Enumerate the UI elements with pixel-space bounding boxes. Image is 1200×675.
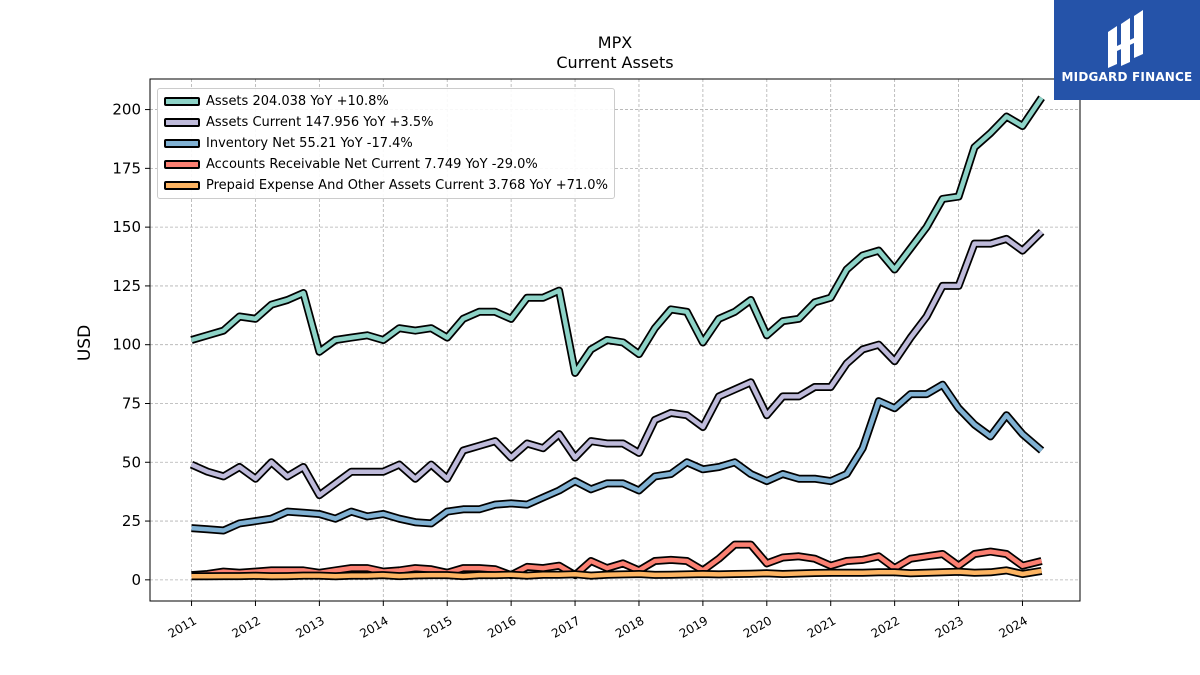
chart-subtitle: Current Assets bbox=[556, 53, 674, 72]
y-tick-label: 0 bbox=[131, 571, 141, 589]
legend-item: Accounts Receivable Net Current 7.749 Yo… bbox=[164, 154, 608, 175]
legend-item: Assets 204.038 YoY +10.8% bbox=[164, 91, 608, 112]
logo-text: MIDGARD FINANCE bbox=[1061, 70, 1193, 84]
legend-swatch bbox=[164, 139, 200, 148]
x-tick-label: 2023 bbox=[933, 613, 966, 640]
y-axis-label: USD bbox=[75, 325, 95, 361]
x-axis: 2011 2012 2013 2014 2015 2016 2017 2018 2019 2020… bbox=[166, 601, 1030, 641]
x-tick-label: 2012 bbox=[230, 613, 263, 640]
legend-item: Assets Current 147.956 YoY +3.5% bbox=[164, 112, 608, 133]
x-tick-label: 2013 bbox=[293, 613, 326, 640]
x-tick-label: 2019 bbox=[677, 613, 710, 640]
series-lines bbox=[189, 95, 1045, 581]
legend-swatch bbox=[164, 160, 200, 169]
legend-label: Assets 204.038 YoY +10.8% bbox=[206, 94, 389, 109]
x-tick-label: 2021 bbox=[805, 613, 838, 640]
x-tick-label: 2022 bbox=[869, 613, 902, 640]
x-tick-label: 2018 bbox=[613, 613, 646, 640]
x-tick-label: 2011 bbox=[166, 613, 199, 640]
legend-label: Accounts Receivable Net Current 7.749 Yo… bbox=[206, 157, 538, 172]
legend-label: Inventory Net 55.21 YoY -17.4% bbox=[206, 136, 413, 151]
y-tick-label: 150 bbox=[112, 218, 141, 236]
x-tick-label: 2017 bbox=[549, 613, 582, 640]
legend-swatch bbox=[164, 181, 200, 190]
y-tick-label: 200 bbox=[112, 101, 141, 119]
logo-mark-icon bbox=[1108, 10, 1143, 68]
y-tick-label: 25 bbox=[122, 512, 141, 530]
y-axis: 0 25 50 75 100 125 150 175 200 bbox=[112, 101, 150, 589]
chart-title: MPX bbox=[597, 33, 633, 52]
y-tick-label: 175 bbox=[112, 159, 141, 177]
legend-swatch bbox=[164, 97, 200, 106]
legend-label: Assets Current 147.956 YoY +3.5% bbox=[206, 115, 434, 130]
x-tick-label: 2020 bbox=[741, 613, 774, 640]
legend: Assets 204.038 YoY +10.8% Assets Current … bbox=[157, 88, 615, 199]
series-line-1 bbox=[190, 230, 1044, 498]
legend-item: Prepaid Expense And Other Assets Current… bbox=[164, 175, 608, 196]
series-line-2 bbox=[191, 382, 1044, 533]
series-line-0 bbox=[190, 96, 1044, 376]
legend-label: Prepaid Expense And Other Assets Current… bbox=[206, 178, 608, 193]
x-tick-label: 2024 bbox=[997, 613, 1030, 640]
legend-swatch bbox=[164, 118, 200, 127]
series-line-4 bbox=[191, 568, 1042, 579]
midgard-finance-logo: MIDGARD FINANCE bbox=[1054, 0, 1200, 100]
x-tick-label: 2016 bbox=[485, 613, 518, 640]
y-tick-label: 75 bbox=[122, 394, 141, 412]
y-tick-label: 100 bbox=[112, 336, 141, 354]
series-line-3 bbox=[191, 542, 1043, 578]
y-tick-label: 50 bbox=[122, 453, 141, 471]
x-tick-label: 2015 bbox=[421, 613, 454, 640]
plot-frame bbox=[149, 78, 1081, 602]
legend-item: Inventory Net 55.21 YoY -17.4% bbox=[164, 133, 608, 154]
x-tick-label: 2014 bbox=[357, 613, 390, 640]
y-tick-label: 125 bbox=[112, 277, 141, 295]
